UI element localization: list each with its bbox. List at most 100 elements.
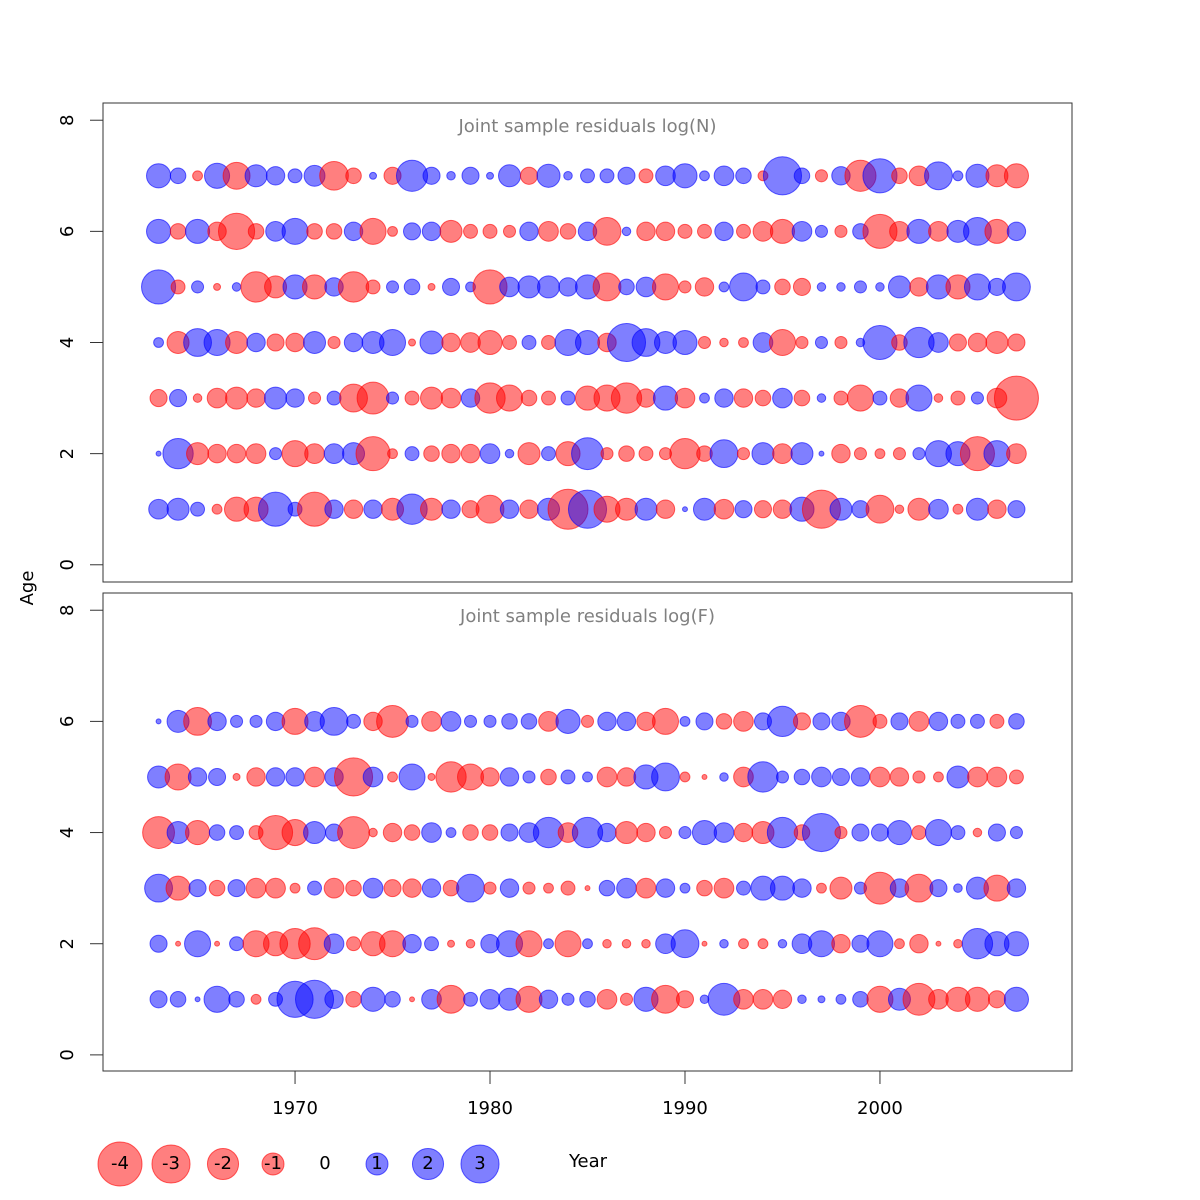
bubble (230, 714, 244, 728)
bubble (343, 499, 364, 519)
bubble (831, 767, 850, 786)
bubble (950, 390, 966, 406)
bubble (616, 767, 637, 787)
bubble (153, 337, 164, 348)
y-tick-label: 8 (57, 605, 78, 616)
bubble (306, 223, 323, 240)
bubble (185, 218, 211, 244)
bubble (265, 877, 286, 899)
bubble (816, 393, 827, 403)
bubble (967, 332, 988, 353)
bubble (987, 499, 1007, 519)
bubble (169, 223, 187, 240)
bubble (409, 996, 415, 1003)
bubble (227, 879, 246, 898)
bubble (621, 226, 632, 237)
bubble (1002, 272, 1031, 302)
legend-label: -3 (162, 1153, 180, 1174)
bubble (928, 221, 949, 242)
bubble (169, 991, 187, 1008)
bubble (924, 819, 952, 847)
bubble (499, 276, 520, 298)
bubble (792, 277, 811, 296)
bubble (387, 225, 398, 237)
bubble (719, 938, 729, 949)
bubble (795, 335, 809, 350)
bubble (928, 332, 949, 353)
bubble (560, 769, 576, 785)
bubble (483, 714, 497, 728)
bubble (677, 223, 693, 239)
bubble (365, 279, 381, 295)
bubble (835, 993, 847, 1005)
bubble (194, 996, 201, 1003)
bubble (170, 279, 186, 295)
bubble (892, 447, 906, 461)
bubble (563, 171, 573, 181)
bubble (537, 275, 561, 299)
y-tick-label: 2 (57, 938, 78, 949)
bubble (326, 390, 342, 406)
bubble (226, 443, 247, 464)
bubble (404, 446, 420, 462)
bubble (501, 713, 518, 730)
bubble (872, 713, 888, 729)
bubble (486, 171, 494, 180)
bubble (652, 385, 679, 411)
bubble (479, 443, 501, 464)
bubble (386, 391, 400, 405)
bubble (733, 822, 754, 843)
bubble (402, 878, 422, 898)
bubble (953, 883, 963, 893)
bubble (772, 989, 793, 1010)
bubble (281, 217, 309, 245)
bubble (164, 763, 192, 791)
bubble (303, 331, 327, 354)
bubble (382, 822, 403, 843)
bubble (584, 885, 591, 892)
bubble (359, 217, 387, 245)
bubble (834, 224, 848, 238)
bubble (1006, 878, 1027, 898)
bubble (889, 767, 910, 787)
bubble (169, 389, 188, 408)
bubble (499, 767, 520, 787)
bubble (325, 223, 343, 240)
bubble (636, 822, 656, 843)
bubble (829, 876, 853, 900)
bubble (638, 168, 654, 184)
bubble (675, 990, 695, 1009)
bubble (442, 277, 461, 296)
bubble (912, 447, 926, 461)
bubble (651, 762, 680, 792)
bubble (477, 329, 503, 356)
bubble (816, 882, 827, 894)
bubble (324, 499, 344, 519)
bubble (793, 389, 811, 407)
bubble (208, 879, 226, 897)
bubble (792, 878, 812, 898)
bubble (793, 768, 811, 786)
bubble (987, 990, 1006, 1009)
bubble (285, 332, 305, 353)
bubble (972, 827, 983, 838)
bubble (502, 224, 517, 238)
bubble (952, 170, 964, 182)
bubble (445, 827, 457, 838)
bubble (447, 939, 455, 948)
bubble (969, 713, 985, 729)
legend-bubble (411, 1147, 445, 1181)
bubble (1006, 221, 1027, 242)
bubble (729, 272, 758, 302)
bubble (1008, 713, 1025, 730)
bubble (635, 877, 657, 899)
bubble (441, 499, 461, 519)
bubble (423, 445, 440, 462)
bubble (203, 985, 231, 1013)
bubble (777, 938, 788, 949)
bubble (715, 713, 733, 730)
bubble (538, 711, 559, 732)
bubble (554, 930, 582, 958)
bubble (894, 504, 905, 514)
